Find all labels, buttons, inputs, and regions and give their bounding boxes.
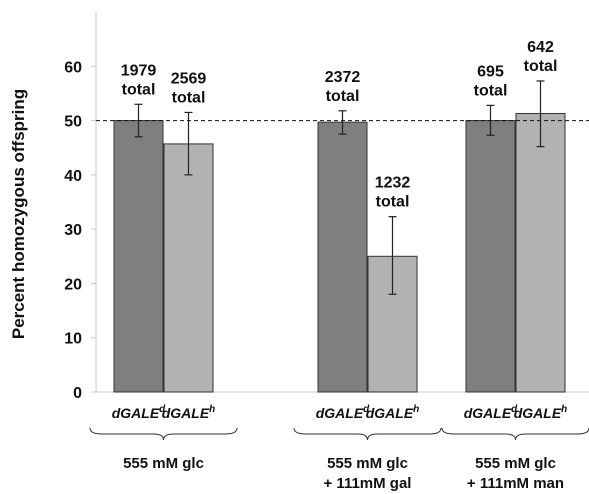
y-tick-label: 30 <box>64 222 82 239</box>
data-label: total <box>326 88 360 105</box>
y-tick-label: 50 <box>64 114 82 131</box>
x-tick-label: dGALEd <box>112 404 166 421</box>
data-label: total <box>524 58 558 75</box>
y-tick-label: 10 <box>64 331 82 348</box>
data-label: total <box>376 194 410 211</box>
data-label: 642 <box>527 39 554 56</box>
data-label: total <box>474 82 508 99</box>
x-tick-label-superscript: d <box>159 404 166 415</box>
x-tick-label: dGALEh <box>366 404 420 421</box>
x-tick-label-text: dGALE <box>464 405 512 421</box>
x-tick-label-text: dGALE <box>316 405 364 421</box>
bar <box>163 143 214 393</box>
x-tick-label-text: dGALE <box>112 405 160 421</box>
group-label: + 111mM man <box>467 475 564 492</box>
data-label: total <box>172 89 206 106</box>
x-tick-label-superscript: h <box>413 404 419 415</box>
data-label: total <box>122 81 156 98</box>
x-tick-label: dGALEd <box>316 404 370 421</box>
data-label: 695 <box>477 63 504 80</box>
group-label: 555 mM glc <box>327 455 408 472</box>
y-tick-label: 60 <box>64 59 82 76</box>
y-tick-label: 20 <box>64 276 82 293</box>
x-tick-label-text: dGALE <box>514 405 562 421</box>
data-label: 2372 <box>325 69 361 86</box>
x-tick-label-superscript: d <box>363 404 370 415</box>
group-brace <box>441 427 589 441</box>
y-tick-label: 40 <box>64 168 82 185</box>
bar <box>515 113 566 393</box>
bars <box>113 80 566 393</box>
y-tick-label: 0 <box>73 385 82 402</box>
data-label: 1232 <box>375 175 411 192</box>
x-tick-label-superscript: h <box>209 404 215 415</box>
data-label: 2569 <box>171 70 207 87</box>
bar <box>317 121 368 393</box>
x-tick-label-text: dGALE <box>162 405 210 421</box>
group-brace <box>89 427 238 441</box>
group-label: 555 mM glc <box>123 455 204 472</box>
annotations: 1979 total 2569 total 2372 total 1232 total 695 t… <box>96 39 589 211</box>
y-axis-ticks: 0 10 20 30 40 50 60 <box>64 59 96 402</box>
x-tick-label: dGALEh <box>162 404 216 421</box>
group-brace <box>293 427 442 441</box>
group-label: + 111mM gal <box>324 475 412 492</box>
y-axis-label: Percent homozygous offspring <box>9 89 28 339</box>
x-tick-label-text: dGALE <box>366 405 414 421</box>
group-label: 555 mM glc <box>475 455 556 472</box>
x-tick-label: dGALEd <box>464 404 518 421</box>
data-label: 1979 <box>121 62 157 79</box>
x-tick-label-superscript: d <box>511 404 518 415</box>
bar <box>465 120 516 393</box>
x-tick-label: dGALEh <box>514 404 568 421</box>
bar <box>113 120 164 393</box>
x-tick-label-superscript: h <box>561 404 567 415</box>
